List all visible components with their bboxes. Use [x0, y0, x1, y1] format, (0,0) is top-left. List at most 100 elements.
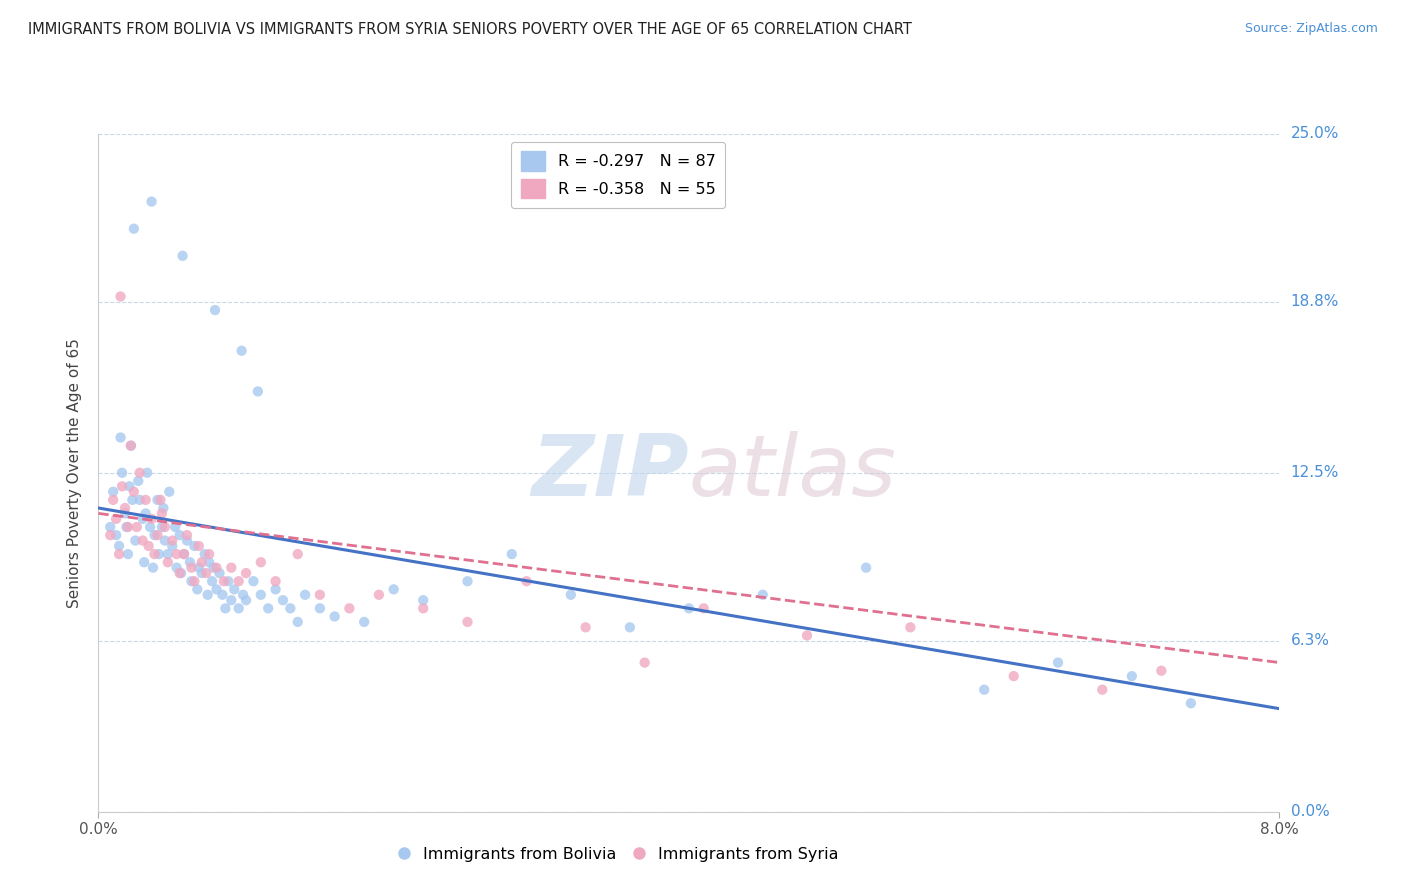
Point — [141, 512, 163, 526]
Point — [250, 588, 273, 602]
Point — [150, 507, 173, 521]
Point — [142, 560, 165, 574]
Point — [176, 528, 198, 542]
Point — [156, 547, 179, 561]
Point — [1121, 669, 1143, 683]
Point — [1150, 664, 1173, 678]
Point — [139, 520, 162, 534]
Point — [633, 656, 655, 670]
Text: atlas: atlas — [689, 431, 897, 515]
Point — [180, 560, 202, 574]
Text: IMMIGRANTS FROM BOLIVIA VS IMMIGRANTS FROM SYRIA SENIORS POVERTY OVER THE AGE OF: IMMIGRANTS FROM BOLIVIA VS IMMIGRANTS FR… — [28, 22, 912, 37]
Point — [117, 547, 139, 561]
Point — [751, 588, 773, 602]
Point — [250, 555, 273, 569]
Point — [353, 615, 375, 629]
Point — [108, 547, 131, 561]
Point — [122, 484, 145, 499]
Point — [1091, 682, 1114, 697]
Point — [412, 601, 434, 615]
Point — [127, 474, 149, 488]
Point — [150, 520, 173, 534]
Point — [157, 484, 180, 499]
Point — [560, 588, 582, 602]
Point — [176, 533, 198, 548]
Point — [136, 466, 159, 480]
Point — [162, 533, 183, 548]
Point — [98, 520, 121, 534]
Point — [228, 574, 250, 589]
Point — [201, 574, 224, 589]
Point — [105, 512, 128, 526]
Point — [202, 560, 225, 574]
Point — [98, 528, 121, 542]
Point — [186, 582, 208, 597]
Point — [219, 560, 242, 574]
Point — [132, 512, 155, 526]
Point — [128, 492, 150, 507]
Point — [166, 547, 188, 561]
Point — [110, 430, 132, 444]
Text: 0.0%: 0.0% — [1291, 805, 1330, 819]
Point — [257, 601, 280, 615]
Point — [619, 620, 641, 634]
Point — [135, 507, 157, 521]
Point — [152, 501, 174, 516]
Point — [141, 194, 163, 209]
Point — [143, 528, 166, 542]
Point — [179, 555, 201, 569]
Point — [287, 547, 309, 561]
Point — [183, 574, 205, 589]
Text: 6.3%: 6.3% — [1291, 633, 1330, 648]
Point — [108, 539, 131, 553]
Point — [169, 566, 191, 580]
Point — [135, 492, 157, 507]
Point — [456, 615, 478, 629]
Point — [121, 492, 143, 507]
Point — [1046, 656, 1069, 670]
Point — [796, 628, 818, 642]
Point — [224, 582, 246, 597]
Point — [187, 539, 209, 553]
Point — [198, 547, 221, 561]
Point — [264, 574, 287, 589]
Point — [692, 601, 714, 615]
Point — [382, 582, 405, 597]
Point — [170, 566, 193, 580]
Point — [173, 547, 195, 561]
Point — [146, 528, 169, 542]
Text: Source: ZipAtlas.com: Source: ZipAtlas.com — [1244, 22, 1378, 36]
Point — [103, 492, 125, 507]
Point — [173, 547, 195, 561]
Point — [242, 574, 264, 589]
Point — [294, 588, 316, 602]
Point — [118, 479, 141, 493]
Point — [855, 560, 877, 574]
Point — [217, 574, 239, 589]
Point — [271, 593, 294, 607]
Point — [180, 574, 202, 589]
Point — [110, 289, 132, 303]
Point — [148, 547, 170, 561]
Point — [1180, 696, 1202, 710]
Point — [308, 601, 332, 615]
Text: ZIP: ZIP — [531, 431, 689, 515]
Point — [115, 520, 138, 534]
Point — [105, 528, 128, 542]
Point — [246, 384, 269, 399]
Y-axis label: Seniors Poverty Over the Age of 65: Seniors Poverty Over the Age of 65 — [67, 338, 83, 607]
Point — [190, 566, 214, 580]
Point — [143, 547, 166, 561]
Point — [308, 588, 332, 602]
Point — [111, 466, 134, 480]
Point — [120, 439, 142, 453]
Point — [103, 484, 125, 499]
Point — [501, 547, 523, 561]
Point — [204, 303, 226, 318]
Point — [214, 601, 236, 615]
Point — [219, 593, 242, 607]
Point — [114, 501, 136, 516]
Point — [456, 574, 478, 589]
Point — [205, 582, 228, 597]
Point — [146, 492, 169, 507]
